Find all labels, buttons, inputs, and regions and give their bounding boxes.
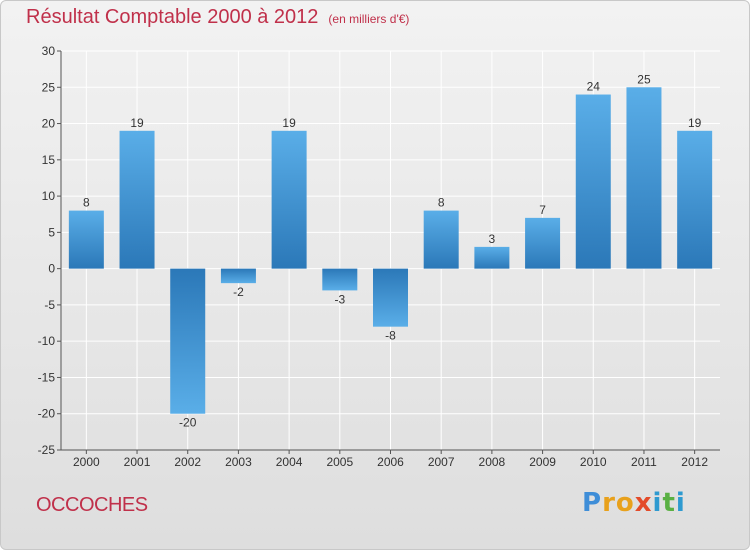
x-tick-label: 2008 [479,455,506,469]
bar [271,130,307,269]
logo-letter: i [652,488,663,518]
y-tick-label: 15 [42,153,56,167]
logo-letter: i [675,488,686,518]
x-tick-label: 2005 [326,455,353,469]
grid-lines [61,50,720,451]
x-tick-label: 2001 [124,455,151,469]
y-tick-label: 5 [48,225,55,239]
bar [474,246,510,269]
logo-letter: r [602,488,616,518]
bar [373,268,408,327]
x-tick-label: 2002 [174,455,201,469]
bar-value-label: 24 [587,80,601,94]
bar-value-label: 19 [130,116,144,130]
logo-letter: o [615,488,635,518]
commune-name: OCCOCHES [36,494,148,516]
x-tick-label: 2000 [73,455,100,469]
x-tick-label: 2011 [631,455,657,469]
y-tick-label: 25 [42,80,56,94]
logo-letter: t [662,488,676,518]
bar [423,210,459,269]
x-tick-label: 2009 [529,455,556,469]
x-tick-label: 2007 [428,455,455,469]
bar-value-label: 8 [83,196,90,210]
x-tick-label: 2003 [225,455,252,469]
bar [677,130,713,269]
bar-value-label: -20 [179,416,197,430]
chart-title-unit: (en milliers d'€) [328,12,410,26]
bar-value-label: -3 [334,292,345,306]
x-tick-label: 2006 [377,455,404,469]
bar [322,268,358,291]
y-tick-label: 10 [42,189,56,203]
x-tick-label: 2010 [580,455,607,469]
y-tick-label: -25 [38,443,56,457]
chart-title-main: Résultat Comptable 2000 à 2012 [26,6,319,28]
bar [626,87,662,269]
bar [68,210,104,269]
logo-letter: x [634,488,653,518]
bar-value-label: -2 [233,285,244,299]
bar [220,268,256,284]
labels: 8 19 -20 -2 19 -3 -8 8 3 7 24 25 19 [83,72,702,429]
y-tick-label: 30 [42,44,56,58]
bars [68,87,713,414]
y-tick-label: -20 [38,407,56,421]
bar [170,268,206,414]
axes: 30 25 20 15 10 5 0 -5 -10 -15 -20 -25 2000 2001 2002 20… [38,44,720,469]
y-tick-label: -5 [44,298,55,312]
y-tick-label: -10 [38,334,56,348]
bar-value-label: 19 [282,116,296,130]
bar-value-label: 3 [489,232,496,246]
bar-value-label: 7 [539,203,546,217]
y-tick-label: 20 [42,117,56,131]
bar [119,130,155,269]
x-tick-label: 2012 [681,455,708,469]
bar [525,217,561,269]
y-tick-label: -15 [38,370,56,384]
y-tick-label: 0 [48,262,55,276]
bar-value-label: 19 [688,116,702,130]
bar [575,94,611,269]
proxiti-logo: Proxiti [582,488,686,518]
bar-value-label: 8 [438,196,445,210]
chart-title: Résultat Comptable 2000 à 2012 (en millie… [26,6,409,29]
x-tick-label: 2004 [276,455,303,469]
bar-value-label: -8 [385,329,396,343]
bar-value-label: 25 [637,72,651,86]
logo-letter: P [582,488,603,518]
